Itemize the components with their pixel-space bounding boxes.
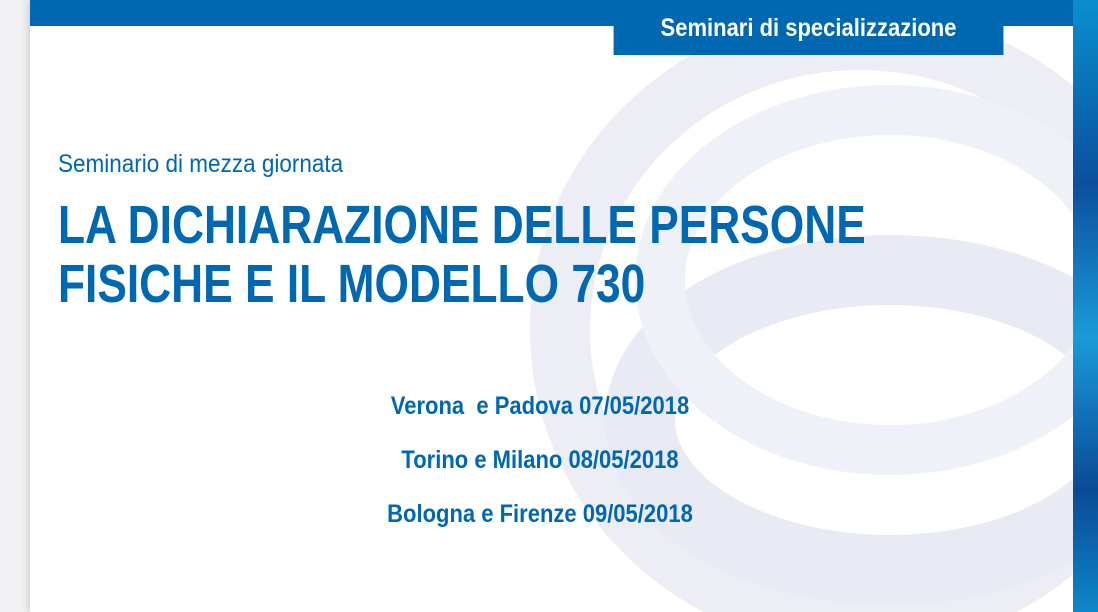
date-item: Bologna e Firenze 09/05/2018 [387, 500, 693, 528]
brochure-cover: Seminari di specializzazione [30, 0, 1073, 612]
ring-middle [605, 235, 1073, 605]
title-line-2: FISICHE E IL MODELLO 730 [58, 254, 646, 314]
seminar-subtitle: Seminario di mezza giornata [58, 150, 344, 178]
title-line-1: LA DICHIARAZIONE DELLE PERSONE [58, 195, 866, 255]
series-label-box: Seminari di specializzazione [613, 0, 1004, 55]
ring-inner [635, 85, 1073, 475]
date-item: Verona e Padova 07/05/2018 [390, 392, 690, 420]
series-label: Seminari di specializzazione [660, 14, 957, 42]
seminar-title: LA DICHIARAZIONE DELLE PERSONE FISICHE E… [58, 196, 866, 314]
date-item: Torino e Milano 08/05/2018 [401, 446, 679, 474]
dates-list: Verona e Padova 07/05/2018 Torino e Mila… [0, 392, 1080, 554]
right-decorative-strip [1073, 0, 1098, 612]
